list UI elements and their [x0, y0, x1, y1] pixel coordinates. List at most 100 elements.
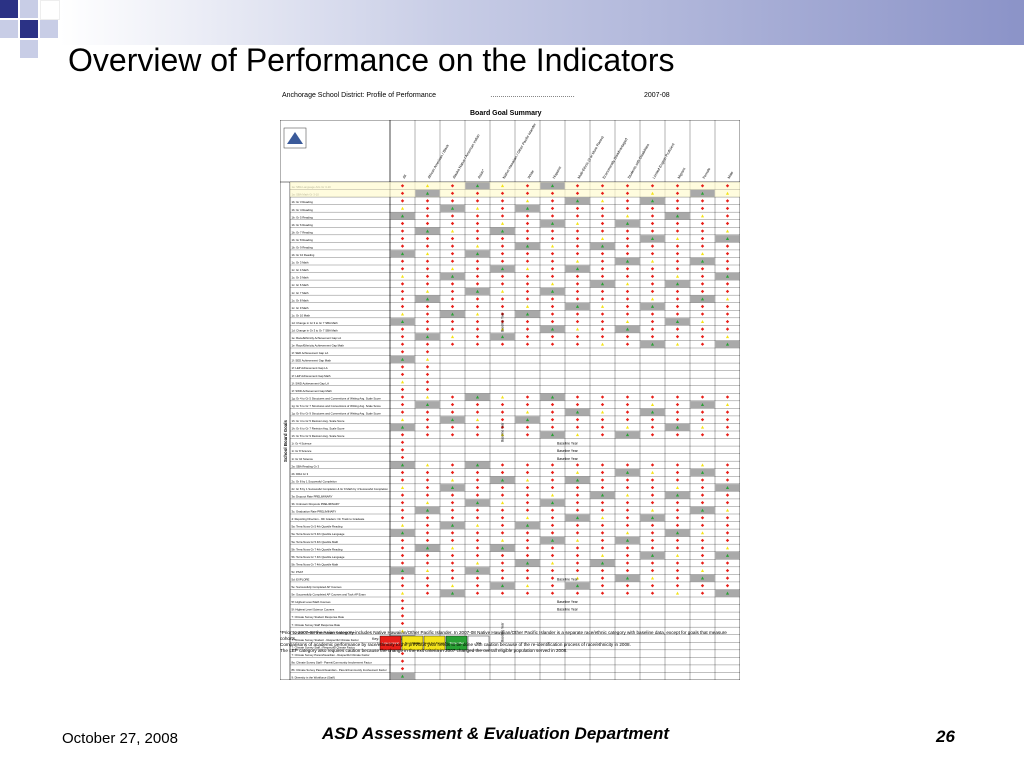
loss-icon: [675, 478, 680, 482]
loss-icon: [425, 516, 430, 520]
loss-icon: [400, 259, 405, 263]
loss-icon: [625, 395, 630, 399]
gain-icon: [725, 335, 730, 339]
corner-square: [40, 20, 58, 38]
loss-icon: [700, 410, 705, 414]
loss-icon: [425, 214, 430, 218]
gain-icon: [425, 252, 430, 256]
loss-icon: [400, 500, 405, 505]
target-met-icon: [675, 425, 680, 429]
loss-icon: [675, 221, 680, 226]
loss-icon: [425, 372, 430, 377]
loss-icon: [550, 546, 555, 550]
row-label: 3a: Dropout Rate PRELIMINARY: [292, 495, 333, 499]
loss-icon: [450, 221, 455, 226]
target-met-icon: [425, 546, 430, 550]
loss-icon: [425, 591, 430, 595]
loss-icon: [600, 312, 605, 316]
loss-icon: [625, 312, 630, 316]
loss-icon: [675, 327, 680, 331]
row-label: 1c: Gr 5 Math: [292, 276, 309, 280]
target-met-icon: [425, 508, 430, 512]
loss-icon: [525, 553, 530, 558]
loss-icon: [425, 485, 430, 490]
loss-icon: [475, 410, 480, 414]
loss-icon: [450, 425, 455, 429]
gain-icon: [725, 191, 730, 195]
loss-icon: [650, 463, 655, 467]
loss-icon: [600, 274, 605, 279]
gain-icon: [475, 244, 480, 248]
row-label: 3b: Unknown Dropouts PRELIMINARY: [292, 502, 340, 506]
target-met-icon: [400, 463, 405, 467]
loss-icon: [500, 576, 505, 580]
loss-icon: [425, 304, 430, 309]
row-label: 5a: Terra Nova Gr 5 4th Quartile Languag…: [292, 532, 345, 536]
loss-icon: [400, 244, 405, 248]
loss-icon: [425, 199, 430, 203]
target-met-icon: [625, 259, 630, 263]
corner-square: [20, 0, 38, 18]
loss-icon: [550, 516, 555, 520]
gain-icon: [525, 199, 530, 203]
loss-icon: [425, 410, 430, 414]
gain-icon: [475, 561, 480, 565]
loss-icon: [650, 206, 655, 211]
column-header: White: [527, 170, 535, 180]
target-met-icon: [450, 312, 455, 316]
loss-icon: [600, 319, 605, 324]
district-logo-shape: [287, 132, 303, 144]
gain-icon: [425, 501, 430, 505]
loss-icon: [400, 516, 405, 520]
gain-icon: [625, 493, 630, 497]
row-label: 1f: SED Achievement Gap LA: [292, 351, 329, 355]
gain-icon: [725, 297, 730, 301]
target-met-icon: [575, 584, 580, 588]
loss-icon: [525, 297, 530, 301]
loss-icon: [625, 334, 630, 339]
loss-icon: [675, 470, 680, 475]
legend-item-label: Target Met: [449, 641, 463, 645]
loss-icon: [600, 184, 605, 188]
loss-icon: [700, 282, 705, 286]
row-label: 1c: Gr 10 Math: [292, 313, 311, 317]
column-header: Male: [727, 171, 734, 180]
gain-icon: [600, 342, 605, 346]
loss-icon: [400, 282, 405, 286]
loss-icon: [425, 523, 430, 528]
loss-icon: [475, 327, 480, 331]
gain-icon: [425, 184, 430, 188]
target-met-icon: [650, 236, 655, 240]
loss-icon: [425, 282, 430, 286]
loss-icon: [625, 478, 630, 482]
loss-icon: [625, 561, 630, 565]
target-met-icon: [450, 206, 455, 210]
loss-icon: [625, 244, 630, 248]
loss-icon: [525, 221, 530, 226]
loss-icon: [725, 327, 730, 331]
target-met-icon: [425, 335, 430, 339]
loss-icon: [400, 372, 405, 377]
target-met-icon: [600, 493, 605, 497]
target-met-icon: [500, 229, 505, 233]
document-year: 2007-08: [644, 92, 670, 99]
loss-icon: [650, 478, 655, 482]
loss-icon: [600, 591, 605, 595]
loss-icon: [550, 274, 555, 279]
target-met-icon: [550, 395, 555, 399]
target-met-icon: [625, 327, 630, 331]
loss-icon: [500, 259, 505, 263]
loss-icon: [500, 591, 505, 595]
loss-icon: [400, 297, 405, 301]
target-met-icon: [575, 478, 580, 482]
loss-icon: [725, 478, 730, 482]
row-label: 7: Climate Survey Parent/Guardian - Resp…: [292, 653, 370, 657]
loss-icon: [475, 221, 480, 226]
footnote: *Prior to 2007-08 the Asian category inc…: [280, 630, 727, 641]
gain-icon: [475, 206, 480, 210]
loss-icon: [650, 214, 655, 218]
loss-icon: [600, 259, 605, 263]
loss-icon: [600, 478, 605, 482]
target-met-icon: [400, 319, 405, 323]
target-met-icon: [625, 470, 630, 474]
